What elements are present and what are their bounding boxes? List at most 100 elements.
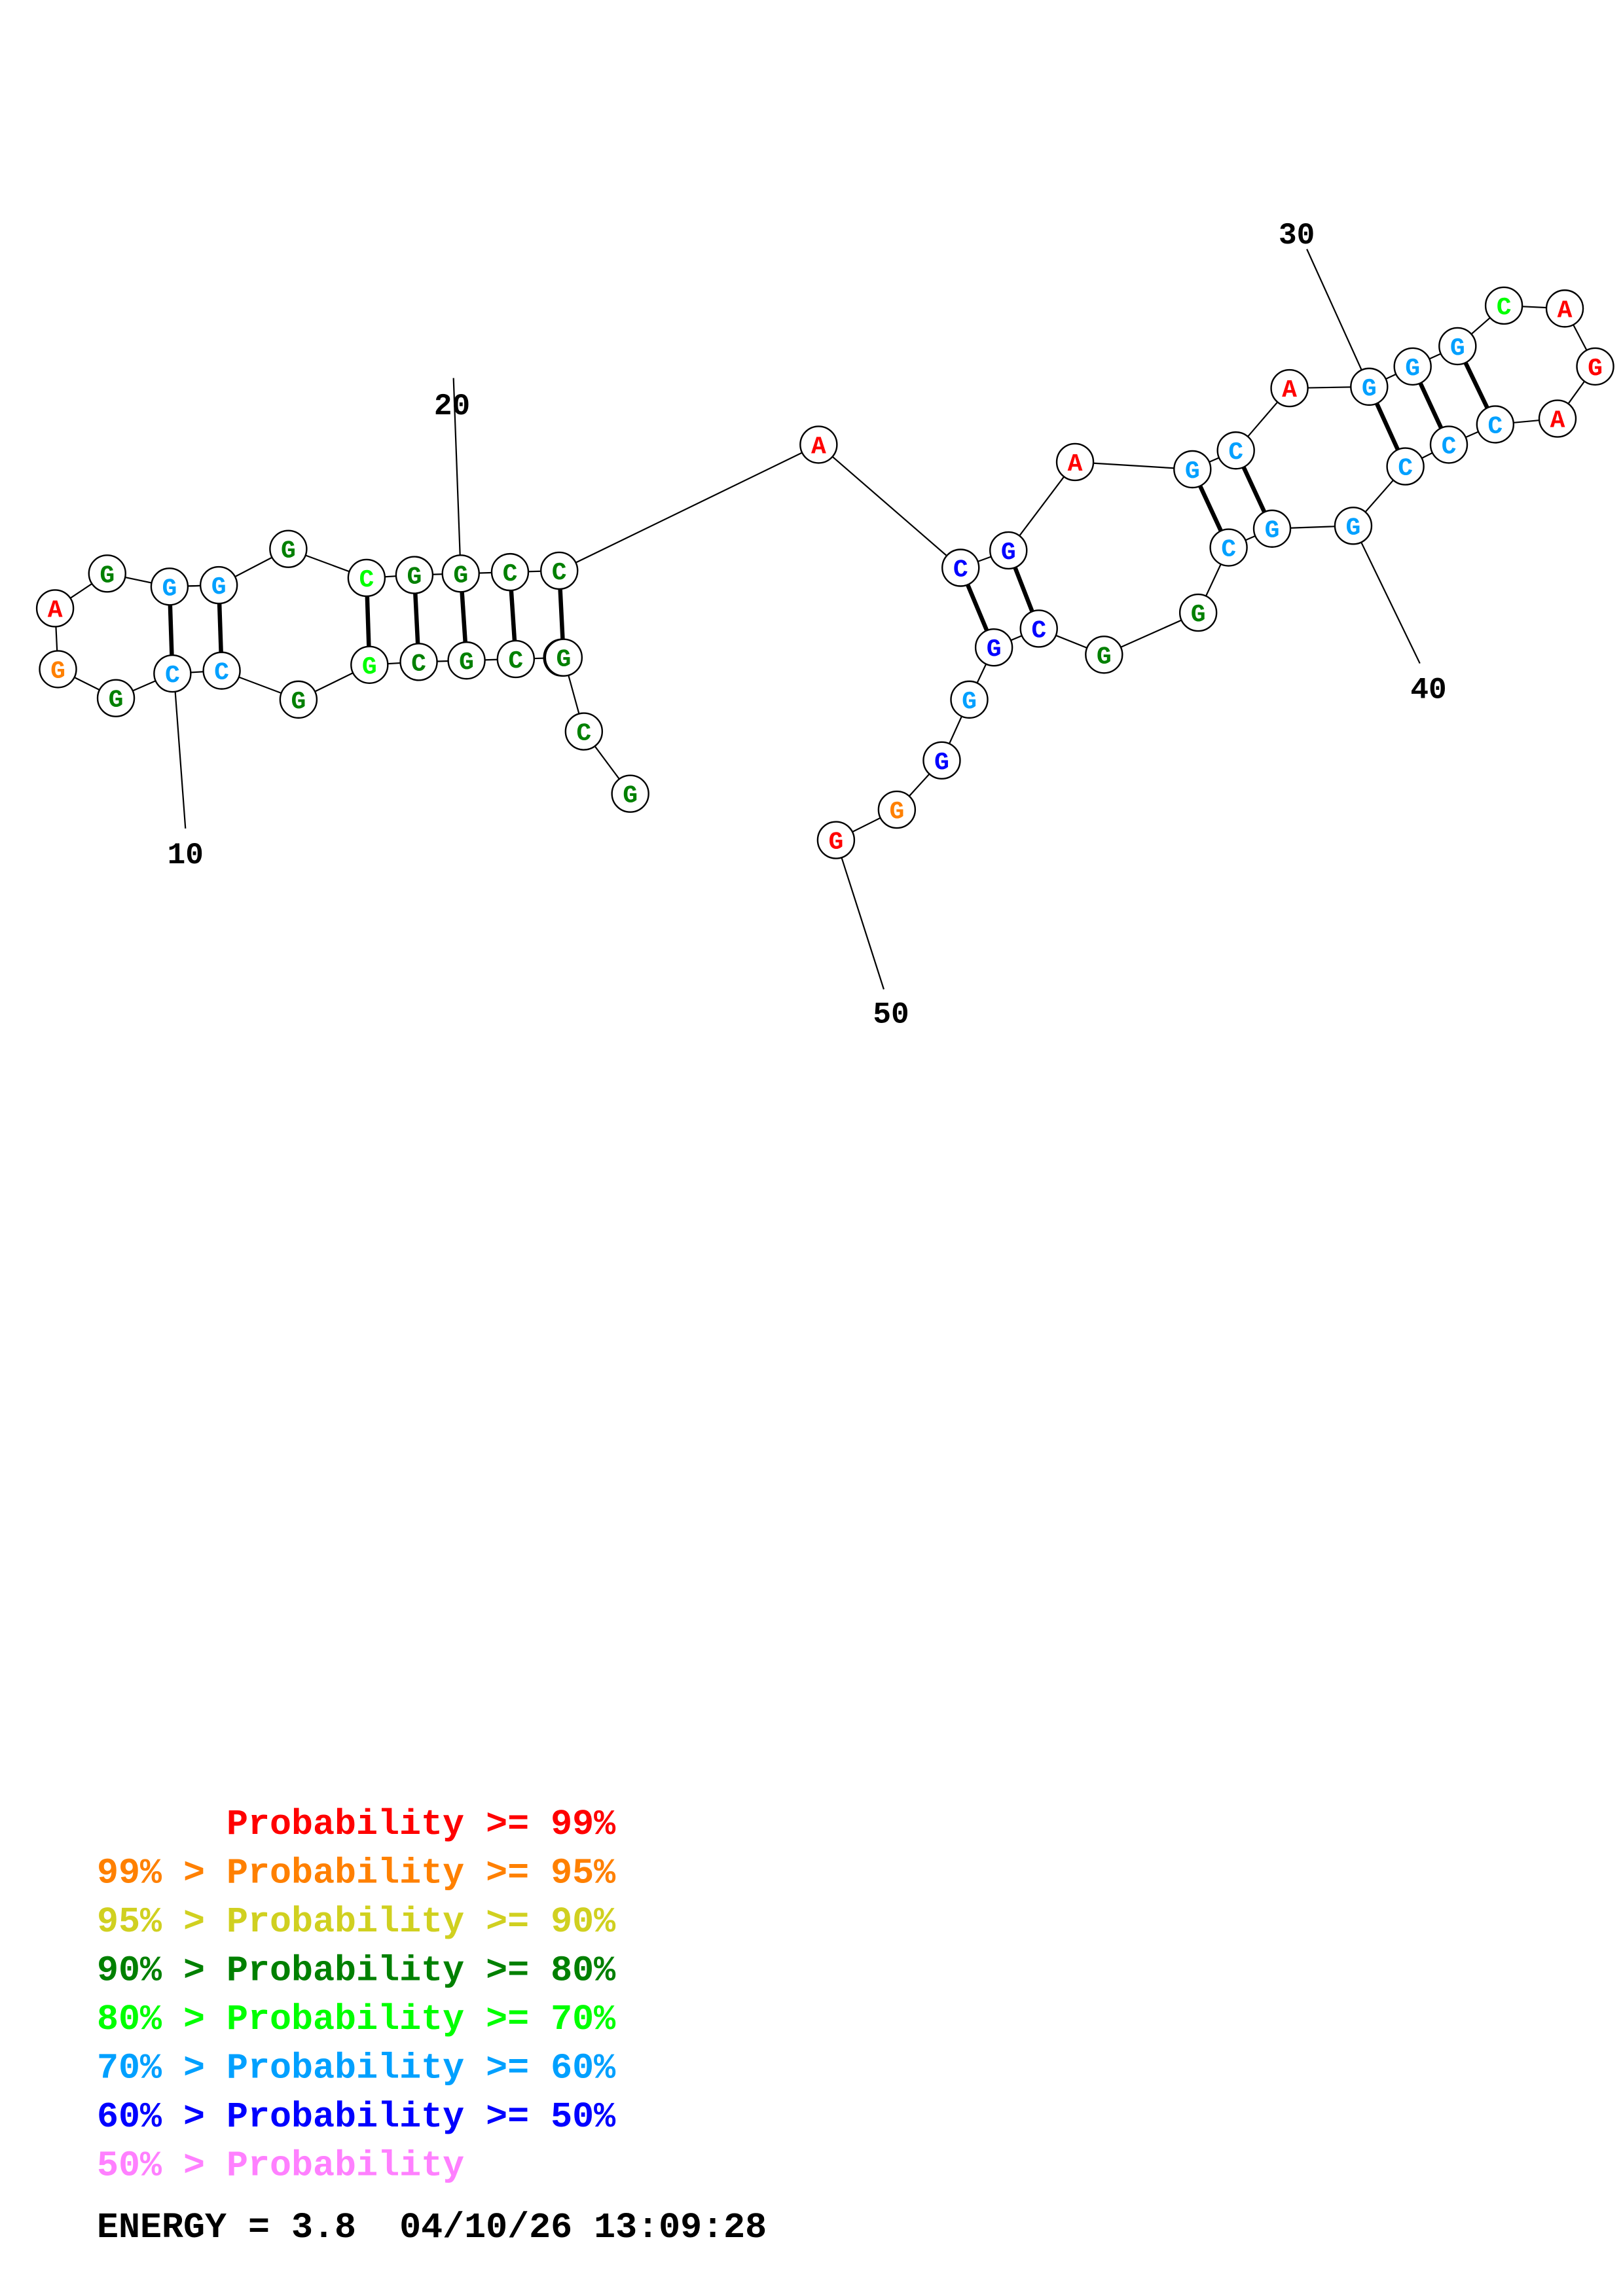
nucleotide-letter: G [987, 636, 1002, 664]
nucleotide-letter: A [1282, 376, 1297, 404]
nucleotide: G [88, 554, 126, 593]
nucleotide: G [922, 741, 961, 780]
backbone-segment [1074, 461, 1193, 471]
nucleotide-letter: G [291, 688, 306, 716]
nucleotide: G [150, 567, 189, 606]
nucleotide-circle [816, 821, 856, 859]
nucleotide: G [1085, 636, 1123, 674]
nucleotide-letter: C [1398, 455, 1413, 483]
nucleotide: G [1173, 450, 1212, 489]
nucleotide-letter: G [362, 653, 377, 681]
nucleotide: G [877, 790, 917, 829]
nucleotide-circle [150, 567, 189, 606]
nucleotide-circle [199, 565, 238, 605]
nucleotide-circle [347, 558, 386, 598]
nucleotide-letter: C [411, 650, 426, 678]
nucleotide-circle [88, 554, 126, 593]
position-tick [1352, 525, 1421, 664]
nucleotide-letter: A [811, 433, 826, 461]
nucleotide-letter: G [556, 646, 571, 674]
nucleotide: G [350, 645, 389, 684]
probability-legend: Probability >= 99% 99% > Probability >= 9… [97, 1804, 616, 2187]
nucleotide: A [1538, 399, 1577, 438]
nucleotide: C [1484, 286, 1523, 325]
nucleotide-letter: C [359, 566, 374, 594]
nucleotide-circle [1055, 442, 1095, 482]
position-label: 20 [434, 389, 470, 423]
nucleotide-letter: C [1487, 412, 1503, 440]
nucleotide-circle [441, 554, 480, 593]
nucleotide-circle [611, 774, 649, 813]
nucleotide-letter: G [1362, 375, 1377, 403]
nucleotide-circle [490, 552, 530, 592]
nucleotide: C [1019, 609, 1058, 648]
nucleotide: G [1350, 367, 1389, 406]
nucleotide-letter: C [165, 662, 180, 690]
nucleotide-circle [279, 680, 318, 719]
nucleotide: A [799, 425, 838, 464]
nucleotide-letter: G [1001, 539, 1016, 567]
backbone-segment [558, 444, 819, 571]
nucleotide-circle [941, 548, 980, 587]
nucleotide-circle [447, 641, 486, 680]
nucleotide-letter: C [503, 560, 518, 588]
nucleotide-circle [1216, 431, 1255, 470]
nucleotide-letter: G [281, 537, 296, 565]
nucleotide-letter: G [889, 798, 904, 826]
nucleotide-letter: C [1031, 617, 1046, 645]
nucleotide-circle [153, 654, 192, 693]
position-label: 50 [873, 997, 909, 1031]
position-tick-layer: 10 20 30 40 50 [168, 219, 1447, 1032]
nucleotide: A [35, 589, 75, 628]
position-tick [835, 840, 884, 990]
nucleotide: G [1178, 593, 1218, 632]
nucleotide-letter: C [953, 556, 968, 584]
nucleotide-letter: G [1405, 355, 1420, 383]
nucleotide-circle [96, 679, 136, 717]
nucleotide-circle [399, 643, 438, 681]
nucleotide-letter: G [1265, 517, 1280, 545]
nucleotide-letter: G [623, 782, 638, 810]
nucleotide-letter: G [1346, 514, 1361, 542]
nucleotide: G [611, 774, 649, 813]
nucleotide-circle [1173, 450, 1212, 489]
nucleotide-circle [974, 628, 1013, 667]
nucleotide-circle [1545, 289, 1584, 328]
nucleotide-letter: C [1228, 439, 1243, 467]
nucleotide-letter: G [50, 657, 65, 685]
nucleotide-letter: G [962, 688, 977, 716]
nucleotide: G [441, 554, 480, 593]
nucleotide: G [989, 531, 1028, 570]
nucleotide-letter: G [1185, 457, 1200, 486]
nucleotide-letter: A [1558, 296, 1573, 325]
nucleotide-circle [1429, 425, 1468, 464]
nucleotide-circle [1209, 528, 1248, 567]
position-tick [173, 673, 187, 829]
nucleotide: A [1270, 368, 1309, 408]
position-tick [452, 378, 462, 574]
nucleotide-letter: G [828, 829, 843, 857]
nucleotide-circle [35, 589, 75, 628]
nucleotide: G [1576, 347, 1614, 386]
nucleotide-letter: C [214, 659, 229, 687]
nucleotide-circle [395, 556, 434, 594]
legend-row: 50% > Probability [97, 2145, 464, 2187]
nucleotide-circle [1484, 286, 1523, 325]
nucleotide-letter: C [508, 647, 523, 675]
nucleotide: C [1216, 431, 1255, 470]
nucleotide-letter: C [1497, 294, 1512, 322]
nucleotide-letter: C [576, 720, 591, 748]
nucleotide-letter: A [1550, 407, 1565, 435]
nucleotide-letter: G [459, 649, 474, 677]
backbone-segment [818, 444, 961, 569]
nucleotide: G [1334, 507, 1373, 545]
nucleotide-circle [1438, 327, 1477, 366]
nucleotide-circle [269, 529, 308, 568]
nucleotide: C [1476, 405, 1515, 444]
nucleotide-circle [1538, 399, 1577, 438]
nucleotide-circle [496, 639, 536, 679]
nucleotide-circle [564, 712, 604, 751]
nucleotide: G [279, 680, 318, 719]
energy-timestamp-line: ENERGY = 3.8 04/10/26 13:09:28 [97, 2207, 767, 2248]
